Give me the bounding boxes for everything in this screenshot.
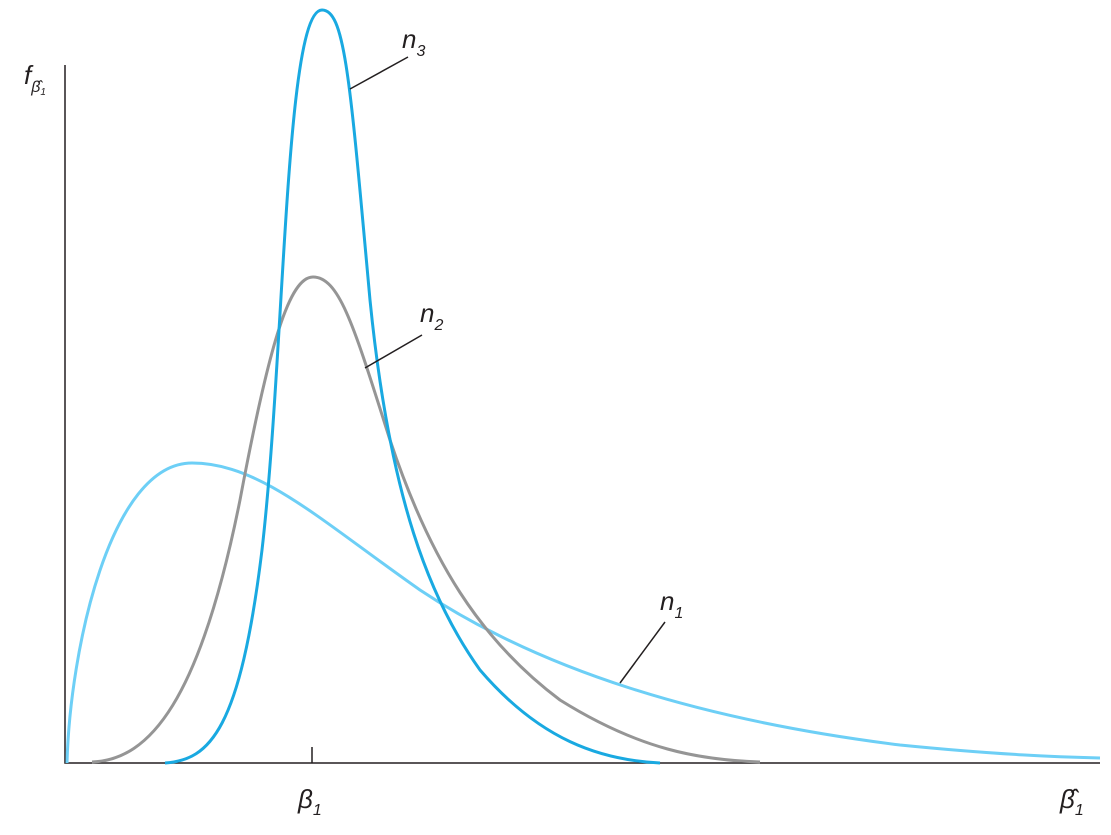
label-subscript: 1 [674,605,683,622]
x-axis-label: β̂1 [1059,784,1084,819]
leader-n2 [364,334,423,369]
axes [64,65,1100,764]
leader-n3 [349,56,409,90]
label-subscript: 1 [1075,802,1084,819]
leader-n1 [619,621,666,684]
label-text: n [660,586,674,616]
label-text: β̂ [1059,784,1080,814]
label-subsubscript: 1 [40,87,46,98]
label-subscript: β̂ [30,79,43,96]
label-subscript: 2 [433,317,443,334]
curve-n2 [91,275,761,764]
label-text: f [24,60,34,90]
curve-n1 [65,461,1101,764]
curve-n3 [164,8,661,765]
label-text: n [420,298,434,328]
curve-label: n3 [402,24,425,60]
y-axis-label: fβ̂1 [24,60,46,98]
label-text: n [402,24,416,54]
label-text: β [297,784,313,814]
x-tick-label: β1 [297,784,322,819]
curve-label: n2 [420,298,443,334]
label-subscript: 3 [416,43,425,60]
label-subscript: 1 [313,802,322,819]
curve-label: n1 [660,586,683,622]
